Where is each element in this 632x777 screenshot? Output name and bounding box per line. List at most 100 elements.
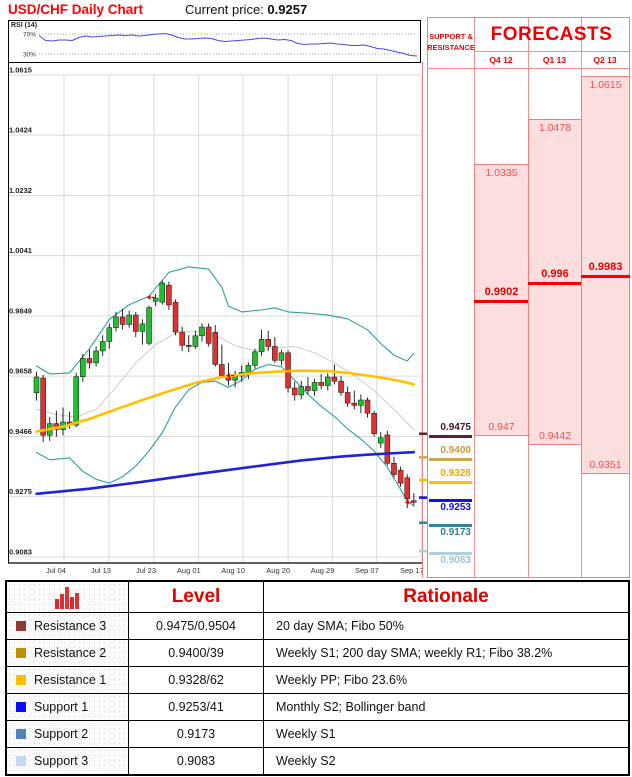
level-value: 0.9475/0.9504 [156, 619, 236, 633]
candle-down [265, 339, 271, 347]
candle-up [139, 323, 146, 332]
forecast-range-box-q4-12: 1.0335 0.947 0.9902 [474, 164, 529, 436]
candle-up [106, 327, 113, 342]
candle-down [391, 462, 397, 475]
level-rationale: Weekly S1; 200 day SMA; weekly R1; Fibo … [276, 646, 553, 660]
forecast-line [474, 300, 529, 303]
table-row: Support 3 0.9083 Weekly S2 [7, 747, 628, 774]
candle-down [40, 377, 46, 436]
candle-up [377, 437, 384, 444]
level-color-swatch [16, 648, 26, 658]
resistance-1-line [429, 481, 472, 484]
level-name: Support 3 [34, 754, 89, 768]
candle-up [325, 376, 331, 386]
support-2-label: 0.9173 [440, 527, 471, 538]
resistance-3-label: 0.9475 [440, 422, 471, 433]
rsi-panel: RSI (14) 70% 30% [8, 20, 421, 63]
level-rationale-cell: Monthly S2; Bollinger band [264, 694, 628, 720]
level-color-swatch [16, 729, 26, 739]
y-axis-tick: 1.0041 [9, 246, 32, 255]
candle-up [159, 282, 166, 303]
forecast-low: 0.9351 [589, 459, 622, 471]
bar-chart-icon [54, 586, 79, 609]
table-header-rationale: Rationale [403, 586, 489, 607]
forecast-quarter-2: Q1 13 [528, 51, 581, 69]
candle-down [212, 332, 218, 365]
level-rationale: Monthly S2; Bollinger band [276, 700, 426, 714]
current-price: Current price: 0.9257 [185, 2, 307, 17]
x-axis-tick: Aug 20 [266, 566, 290, 575]
table-header-icon-cell [7, 582, 129, 612]
table-row: Resistance 1 0.9328/62 Weekly PP; Fibo 23.… [7, 666, 628, 693]
support-resistance-forecasts-panel: SUPPORT & RESISTANCE FORECASTS Q4 12 Q1 1… [427, 17, 630, 578]
candle-up [73, 376, 79, 426]
sma-200 [35, 450, 416, 496]
forecast-low: 0.9442 [538, 430, 572, 442]
level-name: Support 2 [34, 727, 89, 741]
bollinger-mid-20-sma [36, 330, 415, 431]
level-color-swatch [16, 702, 26, 712]
level-value: 0.9173 [176, 727, 216, 741]
candle-down [291, 387, 298, 396]
candle-down [411, 500, 417, 503]
annotation-arrow-icon [404, 499, 409, 505]
candle-down [344, 392, 351, 404]
candle-down [397, 469, 404, 484]
level-value-cell: 0.9083 [129, 748, 264, 774]
level-rationale-cell: Weekly S1 [264, 721, 628, 747]
page-title: USD/CHF Daily Chart [8, 2, 144, 17]
candle-down [338, 380, 344, 393]
level-name-cell: Resistance 3 [7, 613, 129, 639]
support-1-line [429, 499, 472, 502]
x-axis-tick: Jul 23 [136, 566, 156, 575]
candle-down [384, 434, 391, 464]
x-axis-tick: Aug 29 [311, 566, 335, 575]
rsi-lower-tick: 30% [23, 52, 36, 59]
forecast-line [581, 275, 630, 278]
level-name-cell: Support 2 [7, 721, 129, 747]
annotation-arrow-icon [226, 373, 231, 378]
candle-up [245, 365, 252, 373]
forecast-high: 1.0335 [485, 167, 518, 179]
table-header-row: Level Rationale [7, 582, 628, 612]
support-resistance-header: SUPPORT & RESISTANCE [427, 18, 475, 69]
support-1-label: 0.9253 [440, 502, 471, 513]
rsi-indicator-label: RSI (14) [11, 22, 38, 29]
y-axis-tick: 0.9658 [9, 367, 32, 376]
level-rationale-cell: Weekly S2 [264, 748, 628, 774]
level-value-cell: 0.9253/41 [129, 694, 264, 720]
level-color-swatch [16, 621, 26, 631]
rsi-line [38, 33, 418, 57]
candle-up [258, 339, 265, 353]
level-value: 0.9328/62 [168, 673, 224, 687]
candle-up [113, 316, 119, 328]
candle-up [99, 341, 106, 352]
x-axis-tick: Aug 10 [221, 566, 245, 575]
candle-down [205, 326, 212, 344]
levels-table: Level Rationale Resistance 3 0.9475/0.9504 2… [5, 580, 630, 776]
forecast-quarter-3: Q2 13 [581, 51, 629, 69]
level-name-cell: Resistance 1 [7, 667, 129, 693]
y-axis-tick: 1.0615 [9, 66, 32, 75]
candle-down [272, 346, 278, 361]
resistance-1-label: 0.9328 [440, 468, 471, 479]
forecast-value: 0.996 [541, 268, 569, 280]
x-axis-tick: Jul 04 [46, 566, 66, 575]
forecast-quarter-1: Q4 12 [474, 51, 528, 69]
sma-slow [35, 369, 416, 433]
candle-down [186, 345, 192, 347]
candle-down [351, 402, 358, 406]
level-rationale: Weekly PP; Fibo 23.6% [276, 673, 408, 687]
candle-down [179, 331, 185, 346]
candle-down [364, 399, 371, 414]
level-name: Resistance 1 [34, 673, 107, 687]
y-axis-tick: 0.9083 [9, 547, 32, 556]
level-color-swatch [16, 756, 26, 766]
forecasts-header: FORECASTS [474, 18, 629, 52]
candle-up [93, 350, 99, 364]
resistance-3-line [429, 435, 472, 438]
bollinger-lower [35, 363, 415, 507]
annotation-arrow-icon [146, 295, 151, 300]
candle-down [371, 412, 377, 434]
level-name-cell: Resistance 2 [7, 640, 129, 666]
